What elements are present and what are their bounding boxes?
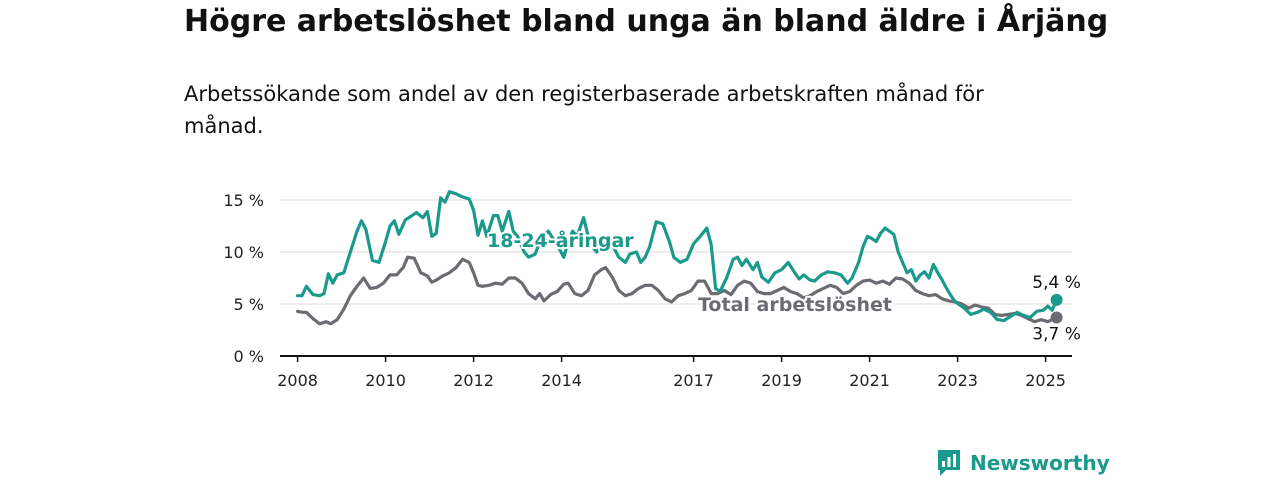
y-tick-label: 15 % <box>223 191 264 210</box>
total-end-value-text: 3,7 % <box>1032 325 1081 345</box>
total-end-point <box>1050 311 1063 324</box>
grid-lines <box>280 199 1072 357</box>
y-tick-label: 0 % <box>234 347 264 366</box>
series-lines <box>296 190 1063 326</box>
x-axis-ticks: 2008 2010 2012 2014 2017 2019 2021 2023 2025 <box>277 356 1066 390</box>
total-series-line <box>296 255 1059 326</box>
x-tick-label: 2023 <box>937 371 978 390</box>
total-series-label-text: Total arbetslöshet <box>698 294 892 316</box>
youth-end-value-text: 5,4 % <box>1032 273 1081 293</box>
x-tick-label: 2019 <box>761 371 802 390</box>
youth-end-value-halo: 5,4 % <box>1032 273 1081 293</box>
newsworthy-logo-icon <box>938 450 960 476</box>
youth-end-value: 5,4 %5,4 % <box>1030 271 1083 295</box>
youth-series-label-text: 18-24-åringar <box>487 228 634 252</box>
total-series-label-halo: Total arbetslöshet <box>698 294 892 316</box>
brand-logo[interactable]: Newsworthy <box>936 448 1110 478</box>
x-tick-label: 2010 <box>365 371 406 390</box>
x-tick-label: 2021 <box>849 371 890 390</box>
y-tick-label: 5 % <box>234 295 264 314</box>
total-end-value: 3,7 %3,7 % <box>1030 323 1083 347</box>
x-tick-label: 2025 <box>1025 371 1066 390</box>
youth-series-line <box>296 190 1059 323</box>
chart-title: Högre arbetslöshet bland unga än bland ä… <box>184 4 1109 39</box>
chart-subtitle: Arbetssökande som andel av den registerb… <box>184 82 984 138</box>
total-end-value-halo: 3,7 % <box>1032 325 1081 345</box>
brand-name: Newsworthy <box>970 451 1110 475</box>
youth-series-label-halo: 18-24-åringar <box>487 228 634 252</box>
x-tick-label: 2017 <box>673 371 714 390</box>
x-tick-label: 2012 <box>453 371 494 390</box>
x-tick-label: 2014 <box>541 371 582 390</box>
youth-end-point <box>1050 293 1063 306</box>
x-tick-label: 2008 <box>277 371 318 390</box>
y-tick-label: 10 % <box>223 243 264 262</box>
y-axis-ticks: 0 % 5 % 10 % 15 % <box>223 191 264 366</box>
